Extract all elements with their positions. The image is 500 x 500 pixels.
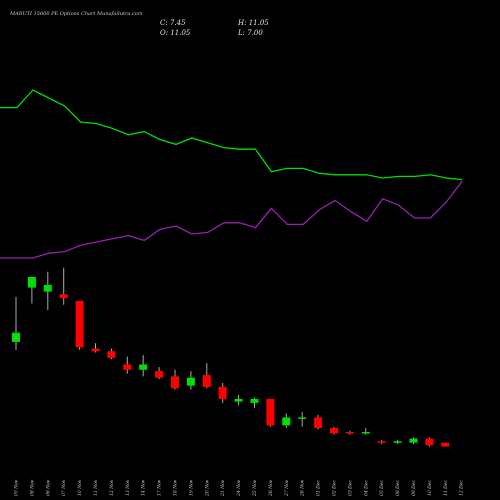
x-tick-label: 14 Nov [141, 479, 147, 496]
candle-body [282, 417, 291, 426]
candle-body [361, 432, 370, 434]
candle-body [186, 377, 195, 386]
green-indicator-line [0, 89, 463, 181]
high-label: H: [238, 19, 247, 27]
candle-body [345, 432, 354, 434]
candle-body [330, 428, 338, 434]
x-tick-label: 04 Dec [363, 480, 369, 496]
x-tick-label: 24 Nov [236, 479, 242, 497]
x-tick-label: 11 Nov [93, 479, 99, 496]
candle-body [123, 364, 132, 370]
x-tick-label: 26 Nov [268, 479, 274, 497]
candle-body [139, 364, 148, 370]
open-readout: O: 11.05 [160, 29, 190, 37]
purple-indicator-line [0, 180, 463, 259]
x-tick-label: 08 Nov [29, 479, 35, 496]
candle-body [266, 398, 275, 426]
x-tick-label: 06 Nov [45, 479, 51, 496]
low-value: 7.00 [247, 29, 263, 37]
high-readout: H: 11.05 [238, 19, 269, 27]
x-tick-label: 02 Dec [332, 480, 338, 496]
candle-body [250, 398, 259, 403]
candle-body [425, 438, 434, 446]
x-axis-labels: 05 Nov 08 Nov 06 Nov 07 Nov 10 Nov 11 Nov 12 N… [14, 479, 465, 497]
x-tick-label: 09 Dec [411, 480, 417, 496]
x-tick-label: 13 Nov [125, 479, 131, 496]
low-label: L: [238, 29, 246, 37]
candle-body [314, 417, 323, 429]
candle-body [202, 375, 211, 387]
candle-body [393, 441, 402, 443]
x-tick-label: 28 Nov [300, 479, 306, 497]
candle-body [377, 441, 386, 443]
candle-body [234, 398, 243, 402]
high-value: 11.05 [248, 19, 269, 27]
x-tick-label: 05 Nov [14, 479, 20, 496]
close-value: 7.45 [169, 19, 186, 27]
x-tick-label: 11 Dec [443, 480, 449, 496]
candle-body [298, 417, 307, 419]
candle-body [12, 332, 20, 342]
open-label: O: [160, 29, 169, 37]
x-tick-label: 08 Dec [395, 480, 401, 496]
candle-body [91, 348, 100, 352]
x-tick-label: 21 Nov [220, 479, 226, 497]
candle-body [59, 294, 68, 299]
close-label: C: [160, 19, 168, 27]
candle-body [218, 386, 227, 399]
x-tick-label: 19 Nov [188, 479, 194, 496]
x-tick-label: 12 Dec [459, 480, 465, 496]
open-value: 11.05 [170, 29, 191, 37]
candle-body [155, 371, 164, 378]
candle-body [171, 376, 179, 389]
candle-body [107, 351, 116, 358]
candles [12, 267, 450, 447]
indicator-lines [0, 89, 463, 259]
x-tick-label: 27 Nov [284, 479, 290, 497]
x-tick-label: 25 Nov [252, 479, 258, 497]
x-tick-label: 01 Dec [316, 480, 322, 496]
candle-body [27, 277, 36, 288]
x-tick-label: 03 Dec [347, 480, 353, 496]
low-readout: L: 7.00 [238, 29, 263, 37]
candle-body [75, 300, 84, 348]
x-tick-label: 18 Nov [173, 479, 179, 496]
candle-body [43, 284, 52, 292]
candle-body [441, 442, 450, 447]
x-tick-label: 17 Nov [157, 479, 163, 496]
x-tick-label: 20 Nov [204, 479, 210, 497]
x-tick-label: 07 Nov [61, 479, 67, 496]
chart-title: MARUTI 15600 PE Options Chart MunafaSutr… [10, 11, 143, 17]
x-tick-label: 05 Dec [379, 480, 385, 496]
close-readout: C: 7.45 [160, 19, 186, 27]
candle-body [409, 438, 418, 443]
x-tick-label: 10 Nov [77, 479, 83, 496]
x-tick-label: 12 Nov [109, 479, 115, 496]
x-tick-label: 10 Dec [427, 480, 433, 496]
